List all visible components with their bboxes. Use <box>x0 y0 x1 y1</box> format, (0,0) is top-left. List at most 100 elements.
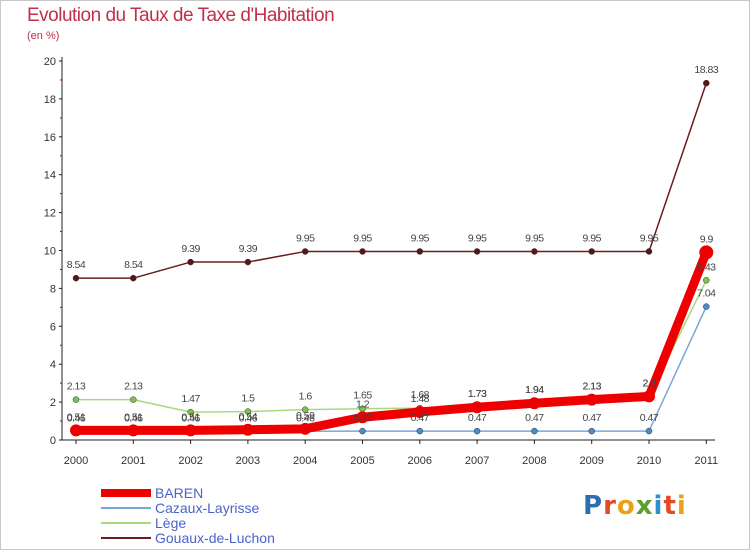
data-label-cazaux-layrisse: 7.04 <box>697 288 716 300</box>
legend-label-l-ge: Lège <box>155 514 187 531</box>
data-point-l-ge <box>301 406 309 413</box>
data-point-gouaux-de-luchon <box>130 274 137 282</box>
data-point-baren <box>241 423 254 436</box>
data-point-baren <box>471 401 484 414</box>
data-label-gouaux-de-luchon: 9.39 <box>181 243 200 255</box>
logo-letter: P <box>583 491 604 521</box>
legend-label-gouaux-de-luchon: Gouaux-de-Luchon <box>155 529 275 546</box>
data-label-gouaux-de-luchon: 9.95 <box>411 232 430 244</box>
data-point-baren <box>356 411 369 424</box>
x-tick-label: 2004 <box>293 455 317 467</box>
data-label-l-ge: 1.94 <box>525 384 544 396</box>
legend-swatch-cazaux-layrisse <box>101 506 151 509</box>
y-tick-label: 20 <box>44 56 56 68</box>
data-label-cazaux-layrisse: 0.46 <box>181 412 200 424</box>
data-point-gouaux-de-luchon <box>588 248 595 255</box>
logo-letter: t <box>663 491 677 521</box>
data-point-gouaux-de-luchon <box>416 248 424 255</box>
data-label-cazaux-layrisse: 0.46 <box>296 412 315 424</box>
data-label-l-ge: 8.43 <box>697 261 716 273</box>
data-label-gouaux-de-luchon: 8.54 <box>124 259 143 271</box>
chart-subtitle: (en %) <box>27 30 60 42</box>
legend-item-gouaux-de-luchon: Gouaux-de-Luchon <box>101 529 275 546</box>
data-label-cazaux-layrisse: 0.47 <box>353 412 372 424</box>
data-label-baren: 1.94 <box>525 384 544 396</box>
y-tick-label: 10 <box>44 246 56 258</box>
data-label-cazaux-layrisse: 0.47 <box>468 412 487 424</box>
logo-letter: i <box>653 491 664 521</box>
legend-swatch-gouaux-de-luchon <box>101 536 151 539</box>
data-point-gouaux-de-luchon <box>187 258 194 266</box>
y-tick-label: 0 <box>50 435 56 447</box>
data-point-l-ge <box>244 408 252 415</box>
data-point-baren <box>413 405 426 418</box>
data-point-baren <box>528 397 541 410</box>
data-label-gouaux-de-luchon: 9.95 <box>296 232 315 244</box>
proxiti-logo: Proxiti <box>583 491 687 521</box>
data-label-baren: 0.51 <box>67 411 86 423</box>
chart-legend: BAREN Cazaux-Layrisse Lège Gouaux-de-Luchon <box>101 484 275 546</box>
data-labels-layer: 8.54 8.54 9.39 9.39 9.95 9.95 9.95 9.95 9.95 9.95… <box>67 64 720 424</box>
y-tick-label: 16 <box>44 132 56 144</box>
legend-item-l-ge: Lège <box>101 514 275 531</box>
data-point-cazaux-layrisse <box>473 427 481 435</box>
x-tick-label: 2009 <box>579 455 603 467</box>
data-point-gouaux-de-luchon <box>473 248 481 255</box>
series-line-gouaux-de-luchon <box>75 82 708 279</box>
y-tick-label: 4 <box>50 359 56 371</box>
data-point-gouaux-de-luchon <box>531 248 538 255</box>
data-point-l-ge <box>187 408 194 416</box>
data-label-l-ge: 1.68 <box>411 389 430 401</box>
data-label-baren: 0.54 <box>239 411 258 423</box>
data-label-cazaux-layrisse: 0.46 <box>124 412 143 424</box>
data-point-gouaux-de-luchon <box>301 248 309 255</box>
data-label-gouaux-de-luchon: 8.54 <box>67 259 86 271</box>
data-point-baren <box>299 422 312 435</box>
data-label-l-ge: 1.6 <box>299 391 313 403</box>
data-label-gouaux-de-luchon: 9.95 <box>582 232 601 244</box>
x-tick-label: 2011 <box>694 455 718 467</box>
data-point-l-ge <box>130 396 137 403</box>
y-tick-label: 12 <box>44 208 56 220</box>
data-label-l-ge: 1.47 <box>181 393 200 405</box>
logo-letter: r <box>603 491 617 521</box>
data-point-l-ge <box>703 277 710 284</box>
data-point-gouaux-de-luchon <box>703 79 710 87</box>
logo-letter: o <box>616 491 636 521</box>
data-point-baren <box>699 245 714 260</box>
data-point-baren <box>585 393 598 406</box>
data-label-l-ge: 2.13 <box>582 381 601 393</box>
series-layer <box>70 79 714 437</box>
data-label-baren: 9.9 <box>700 233 714 245</box>
data-point-gouaux-de-luchon <box>645 248 653 255</box>
legend-swatch-baren <box>101 488 151 497</box>
data-label-cazaux-layrisse: 0.46 <box>67 412 86 424</box>
chart-title: Evolution du Taux de Taxe d'Habitation <box>27 5 335 26</box>
x-tick-label: 2008 <box>522 455 546 467</box>
series-line-baren <box>71 247 711 435</box>
data-point-cazaux-layrisse <box>588 427 595 435</box>
data-point-baren <box>184 424 197 437</box>
data-point-cazaux-layrisse <box>703 303 710 310</box>
data-label-baren: 0.59 <box>296 410 315 422</box>
data-label-baren: 2.3 <box>642 377 656 389</box>
data-point-baren <box>643 390 655 403</box>
data-label-l-ge: 2.13 <box>124 381 143 393</box>
x-tick-label: 2005 <box>350 455 374 467</box>
x-tick-label: 2002 <box>178 455 202 467</box>
x-tick-label: 2010 <box>637 455 661 467</box>
y-tick-label: 18 <box>44 94 56 106</box>
chart-axes: 0 2 4 6 8 10 12 14 16 18 20 2000 2001 2002 2003 2004 200… <box>44 56 718 467</box>
y-tick-label: 6 <box>50 321 56 333</box>
data-label-baren: 0.51 <box>124 411 143 423</box>
legend-label-baren: BAREN <box>155 484 204 501</box>
data-label-baren: 2.13 <box>582 381 601 393</box>
data-label-l-ge: 2.13 <box>67 381 86 393</box>
data-label-l-ge: 2.3 <box>642 377 656 389</box>
data-label-baren: 1.2 <box>356 398 370 410</box>
data-label-cazaux-layrisse: 0.46 <box>239 412 258 424</box>
y-tick-label: 8 <box>50 283 56 295</box>
data-point-gouaux-de-luchon <box>72 274 80 282</box>
data-label-baren: 1.48 <box>411 393 430 405</box>
